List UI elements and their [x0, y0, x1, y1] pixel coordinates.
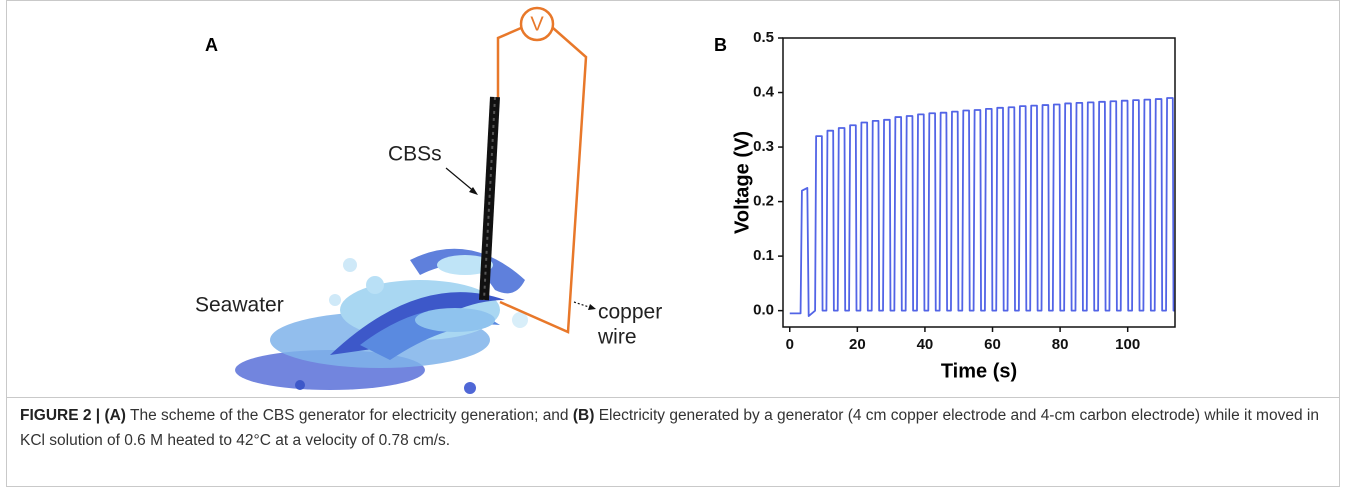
- x-tick-label: 40: [917, 336, 934, 353]
- x-tick-label: 0: [786, 336, 794, 353]
- x-axis-label: Time (s): [941, 360, 1017, 382]
- caption-tag: (B): [572, 407, 595, 424]
- x-tick-label: 60: [984, 336, 1001, 353]
- rod-texture: [483, 96, 496, 301]
- y-tick-label: 0.2: [753, 193, 774, 210]
- rod-label: CBSs: [388, 143, 442, 166]
- x-tick-label: 80: [1052, 336, 1069, 353]
- caption-label: FIGURE 2 |: [20, 407, 101, 424]
- water-label: Seawater: [195, 294, 284, 317]
- y-axis-label: Voltage (V): [731, 131, 753, 234]
- panel-label: A: [205, 35, 218, 55]
- arrow: [573, 301, 593, 309]
- axes-frame: [782, 37, 1176, 328]
- caption-text: The scheme of the CBS generator for elec…: [125, 407, 573, 424]
- x-tick-label: 20: [849, 336, 866, 353]
- caption-tag: (A): [104, 407, 126, 424]
- panel-label: B: [714, 35, 727, 55]
- y-tick-label: 0.5: [753, 29, 774, 46]
- x-tick-label: 100: [1115, 336, 1140, 353]
- water: [235, 248, 528, 394]
- y-tick-label: 0.4: [753, 83, 775, 100]
- frame: [6, 0, 1340, 487]
- y-tick-label: 0.3: [753, 138, 774, 155]
- wire: [496, 26, 522, 98]
- arrow: [445, 167, 477, 194]
- chart: B 0.0 0.1 0.2 0.3 0.4 0.5 0 20 40 60 80 100 Time (s) V…: [714, 29, 1176, 382]
- series-line: [789, 97, 1175, 317]
- y-tick-label: 0.0: [753, 302, 774, 319]
- voltmeter: [519, 6, 555, 42]
- y-tick-label: 0.1: [753, 247, 774, 264]
- wire: [499, 27, 588, 334]
- wire-label: copper: [598, 301, 662, 324]
- meter-label: V: [530, 13, 544, 35]
- caption: FIGURE 2 | (A) The scheme of the CBS gen…: [20, 404, 1330, 453]
- wire-label: wire: [597, 326, 637, 349]
- caption-text: Electricity generated by a generator (4 …: [20, 407, 1319, 449]
- arrowhead: [588, 304, 596, 310]
- arrowhead: [469, 187, 478, 195]
